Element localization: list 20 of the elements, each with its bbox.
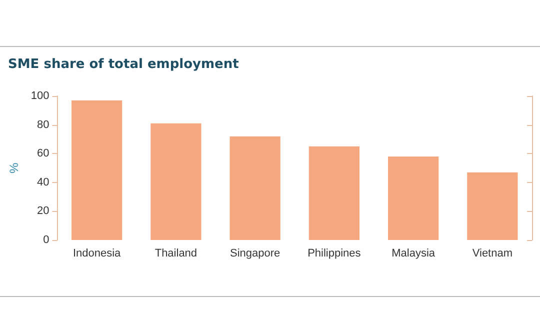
bar [388, 156, 439, 240]
x-tick-label: Thailand [154, 248, 198, 260]
x-tick-label: Vietnam [472, 248, 513, 260]
y-tick-label: 0 [43, 234, 50, 246]
y-tick-label: 100 [30, 90, 50, 102]
x-tick-label: Singapore [230, 248, 280, 260]
bar [308, 146, 360, 240]
chart-title: SME share of total employment [8, 57, 239, 72]
x-tick-label: Indonesia [72, 248, 122, 260]
x-tick-label: Malaysia [392, 248, 436, 260]
bar [150, 123, 202, 240]
bar [467, 172, 518, 240]
y-tick-label: 80 [37, 118, 50, 131]
y-tick-label: 20 [37, 205, 50, 218]
y-axis-title: % [7, 162, 21, 174]
y-tick-label: 40 [37, 176, 50, 188]
bar [71, 100, 122, 240]
x-tick-label: Philippines [308, 248, 362, 260]
bar [230, 136, 280, 240]
y-tick-label: 60 [37, 148, 50, 160]
